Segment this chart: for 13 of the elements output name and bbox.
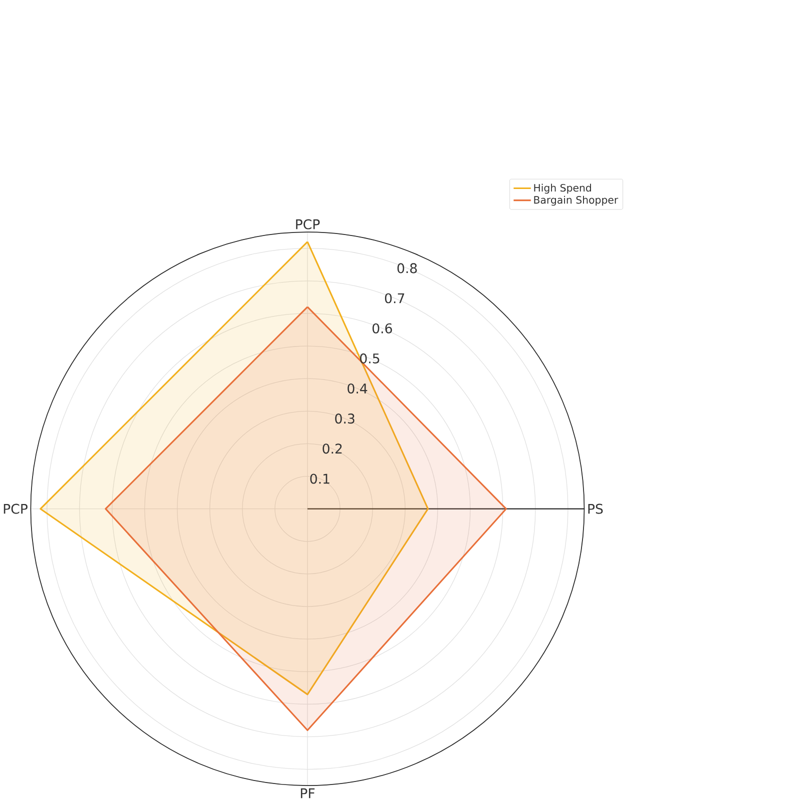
- spoke-label: PF: [300, 788, 315, 798]
- spoke-label: PCP: [296, 219, 320, 230]
- legend-label: High Spend: [534, 184, 591, 194]
- y-tick-label: 0.8: [397, 263, 417, 274]
- y-tick-label: 0.4: [348, 384, 368, 394]
- y-tick-label: 0.1: [310, 474, 330, 484]
- y-tick-label: 0.6: [372, 323, 392, 334]
- spoke-label: PS: [588, 504, 603, 514]
- y-tick-label: 0.2: [322, 444, 342, 454]
- legend-label: Bargain Shopper: [534, 196, 618, 206]
- spoke-label: PCP: [4, 504, 28, 514]
- y-tick-label: 0.3: [335, 414, 354, 424]
- y-tick-label: 0.7: [384, 293, 404, 304]
